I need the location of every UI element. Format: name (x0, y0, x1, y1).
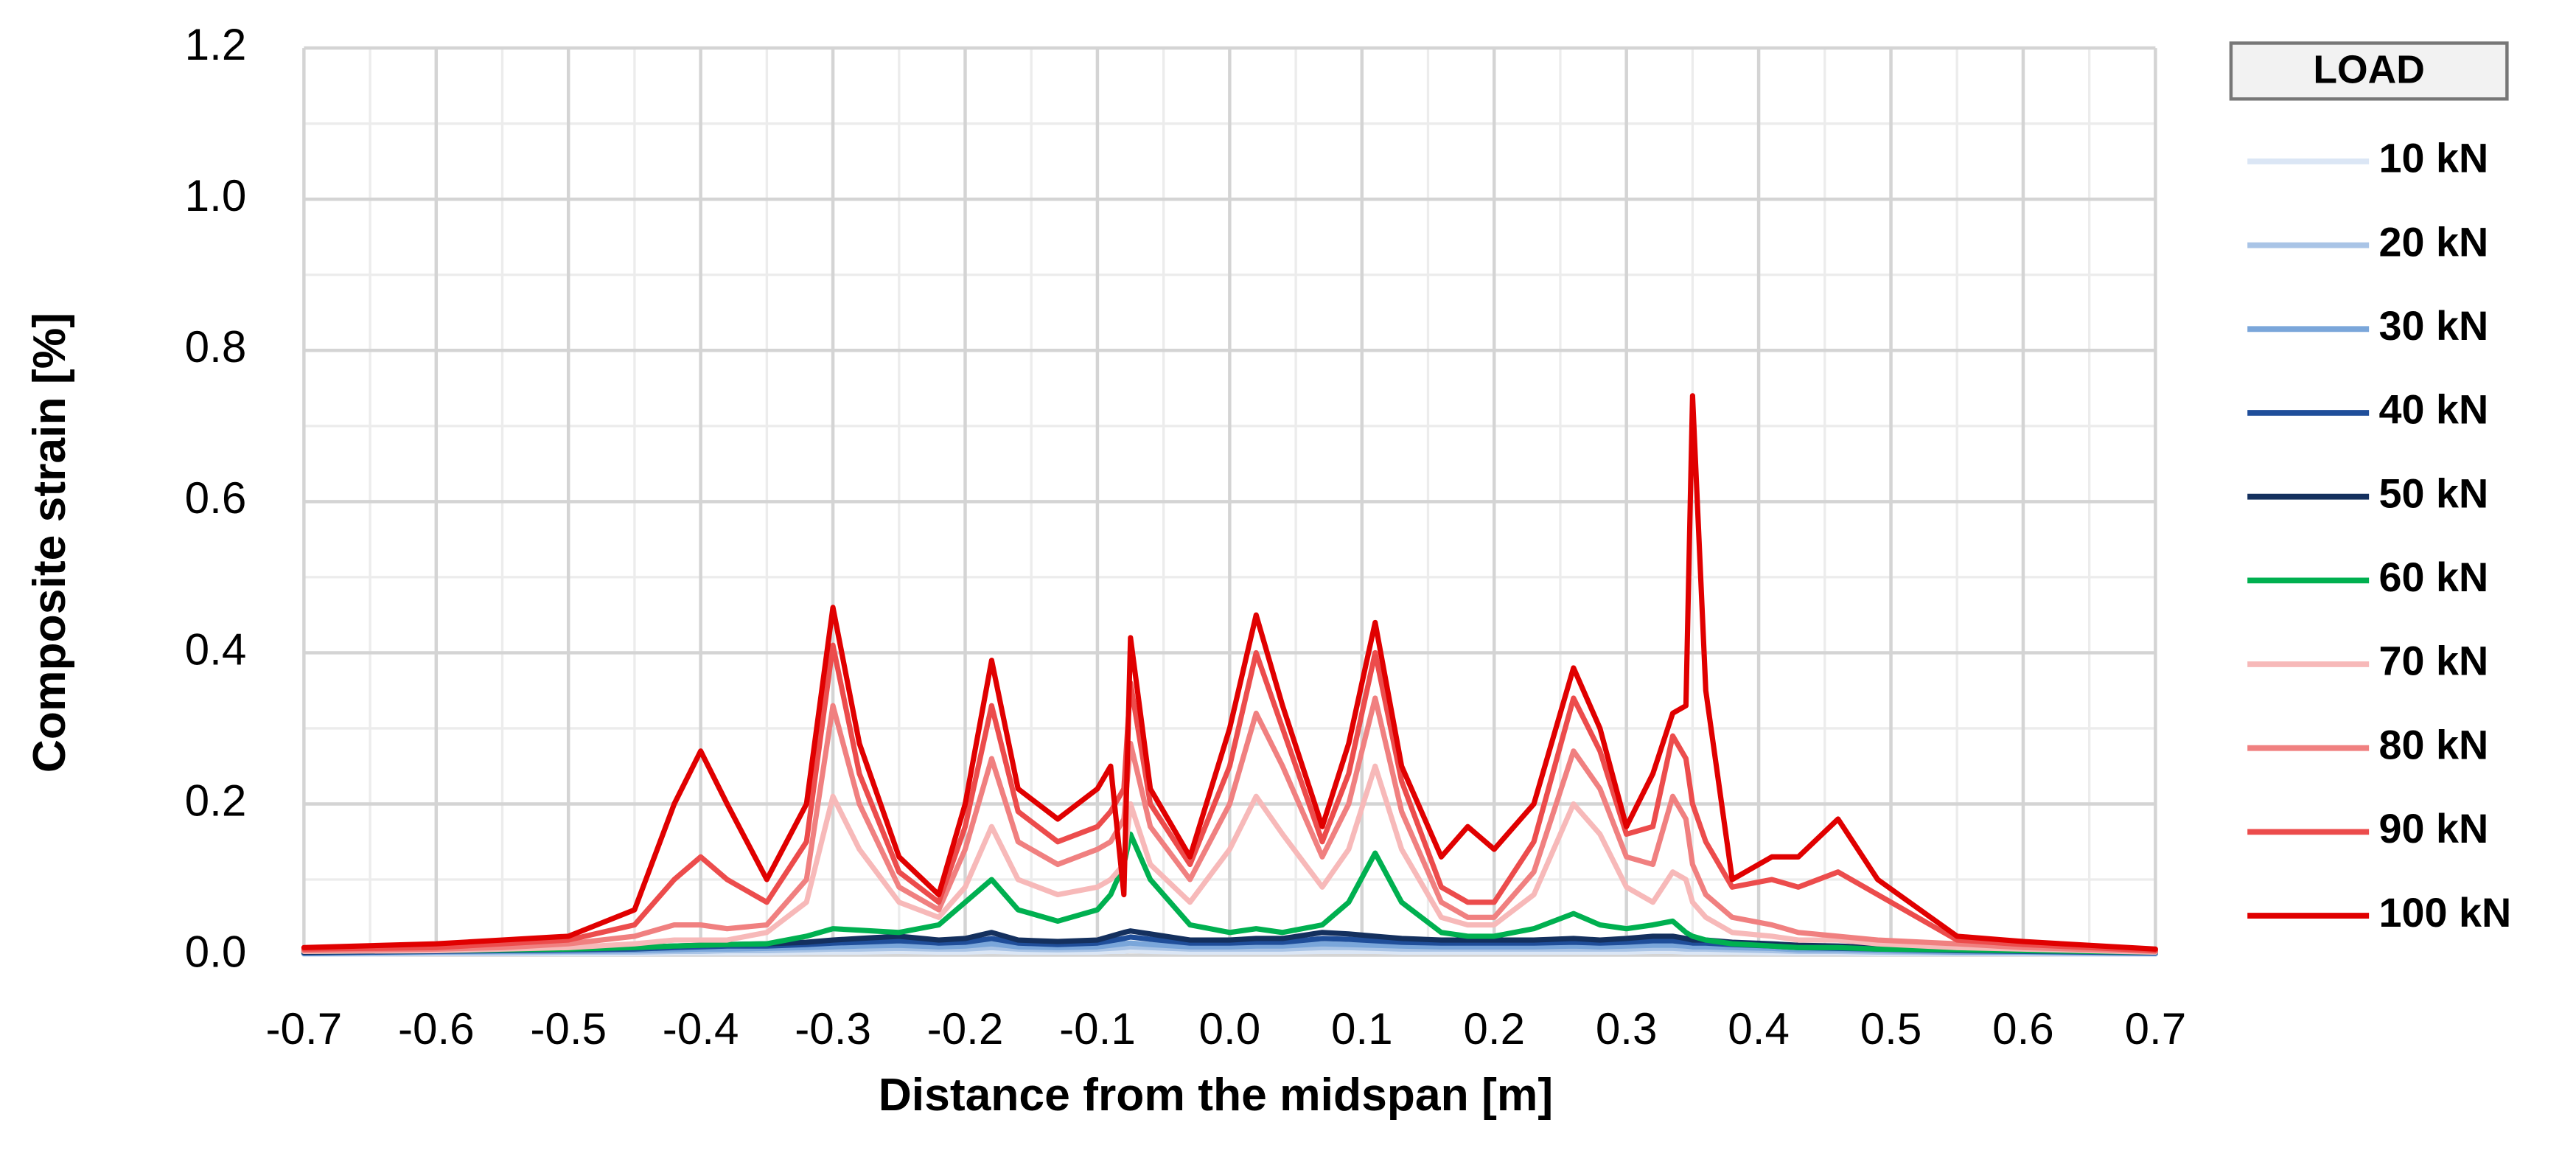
y-tick-label: 0.8 (185, 322, 247, 372)
legend-label: 20 kN (2379, 219, 2489, 265)
data-line (301, 393, 2158, 952)
x-tick-label: 0.7 (2125, 1004, 2187, 1054)
y-tick-label: 0.4 (185, 624, 247, 674)
x-tick-label: 0.6 (1992, 1004, 2054, 1054)
x-tick-label: 0.5 (1860, 1004, 1922, 1054)
legend-label: 70 kN (2379, 638, 2489, 684)
x-tick-label: -0.6 (398, 1004, 475, 1054)
legend-title: LOAD (2313, 49, 2425, 92)
y-axis-label: Composite strain [%] (24, 313, 75, 773)
x-tick-label: 0.1 (1331, 1004, 1393, 1054)
y-tick-label: 0.2 (185, 776, 247, 825)
legend-label: 90 kN (2379, 806, 2489, 852)
legend-label: 30 kN (2379, 303, 2489, 349)
legend-label: 60 kN (2379, 554, 2489, 600)
x-tick-label: 0.2 (1463, 1004, 1525, 1054)
x-tick-label: 0.3 (1596, 1004, 1658, 1054)
x-tick-label: -0.2 (927, 1004, 1004, 1054)
data-line (301, 695, 2158, 954)
x-tick-label: 0.0 (1199, 1004, 1261, 1054)
legend-label: 80 kN (2379, 722, 2489, 767)
data-line (301, 763, 2158, 955)
x-tick-label: -0.1 (1059, 1004, 1136, 1054)
legend-label: 50 kN (2379, 470, 2489, 516)
legend-label: 10 kN (2379, 136, 2489, 181)
x-tick-label: -0.4 (663, 1004, 739, 1054)
x-tick-label: -0.7 (266, 1004, 343, 1054)
data-line (301, 831, 2158, 955)
y-tick-label: 1.2 (185, 20, 247, 69)
legend-label: 40 kN (2379, 387, 2489, 433)
data-line (301, 642, 2158, 953)
legend-label: 100 kN (2379, 890, 2512, 936)
x-tick-label: 0.4 (1728, 1004, 1790, 1054)
legend-title-box (2229, 41, 2509, 101)
x-tick-label: -0.5 (530, 1004, 607, 1054)
y-tick-label: 0.6 (185, 473, 247, 523)
x-axis-label: Distance from the midspan [m] (879, 1070, 1553, 1121)
x-tick-label: -0.3 (795, 1004, 871, 1054)
y-tick-label: 0.0 (185, 927, 247, 976)
y-tick-label: 1.0 (185, 171, 247, 220)
